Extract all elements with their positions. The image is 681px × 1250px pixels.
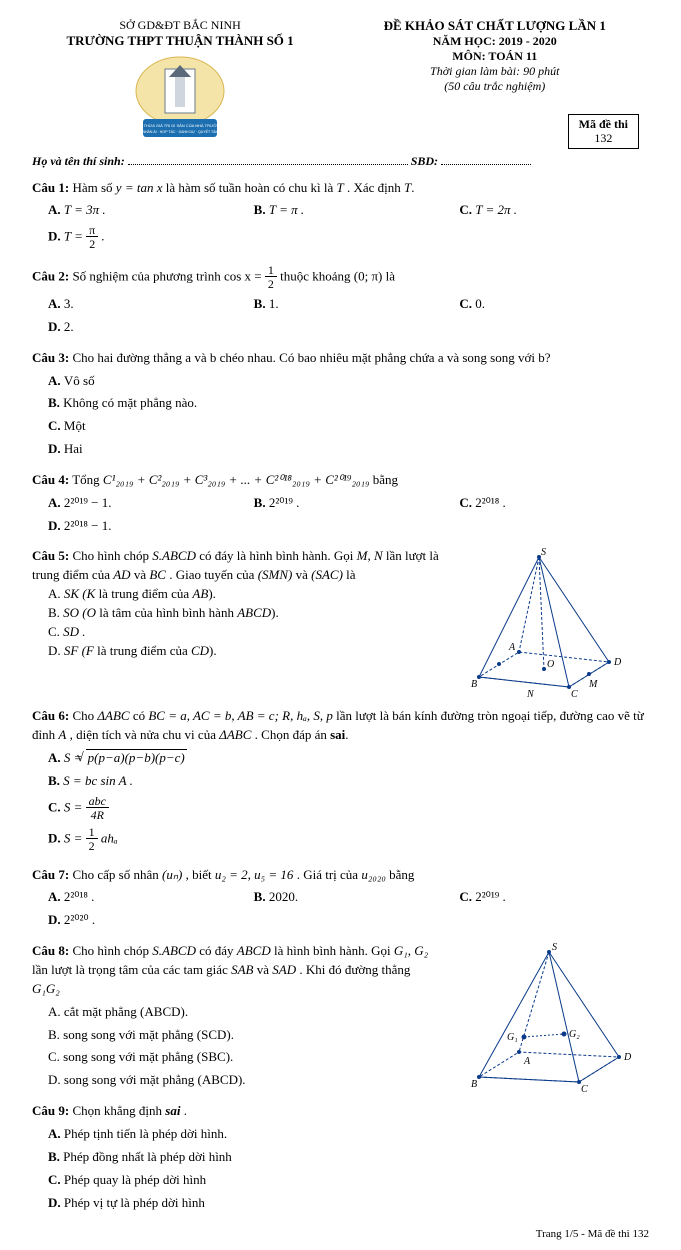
q6-choice-a: A. S = √ p(p−a)(p−b)(p−c) bbox=[32, 747, 649, 770]
q5-diagram: S A B C D M N O bbox=[449, 547, 649, 697]
q8-diagram: S A B C D G₁ G₂ bbox=[449, 942, 649, 1092]
exam-code-box: Mã đề thi 132 bbox=[568, 114, 639, 149]
q5-choice-d: D. SF (F là trung điểm của CD). bbox=[32, 642, 439, 661]
svg-text:KẾ THỪA GIÁ TRỊ DI SẢN CỦA NHÀ: KẾ THỪA GIÁ TRỊ DI SẢN CỦA NHÀ TRƯỜNG bbox=[137, 123, 223, 128]
svg-text:M: M bbox=[588, 679, 598, 690]
exam-count: (50 câu trắc nghiệm) bbox=[341, 79, 650, 94]
q6-label: Câu 6: bbox=[32, 708, 69, 723]
q4-choice-c: C. 2²⁰¹⁸ . bbox=[443, 492, 649, 515]
q1-choice-b: B. T = π . bbox=[238, 199, 444, 222]
q9-choice-c: C. Phép quay là phép dời hình bbox=[32, 1169, 649, 1192]
question-9: Câu 9: Chọn khẳng định sai . A. Phép tịn… bbox=[32, 1102, 649, 1214]
q8-choice-a: A. cắt mặt phẳng (ABCD). bbox=[32, 1003, 439, 1022]
svg-text:B: B bbox=[471, 679, 477, 690]
sbd-field bbox=[441, 153, 531, 165]
q7-label: Câu 7: bbox=[32, 867, 69, 882]
q8-choice-b: B. song song với mặt phẳng (SCD). bbox=[32, 1026, 439, 1045]
svg-text:N: N bbox=[526, 689, 535, 697]
q4-choice-a: A. 2²⁰¹⁹ − 1. bbox=[32, 492, 238, 515]
q1-choice-c: C. T = 2π . bbox=[443, 199, 649, 222]
question-1: Câu 1: Hàm số y = tan x là hàm số tuần h… bbox=[32, 179, 649, 254]
q6-choice-d: D. S = 12 ahₐ bbox=[32, 824, 649, 855]
q5-choice-a: A. SK (K là trung điểm của AB). bbox=[32, 585, 439, 604]
q5-choice-b: B. SO (O là tâm của hình bình hành ABCD)… bbox=[32, 604, 439, 623]
q6-choice-c: C. S = abc4R bbox=[32, 793, 649, 824]
q6-choice-b: B. S = bc sin A . bbox=[32, 770, 649, 793]
q8-choice-c: C. song song với mặt phẳng (SBC). bbox=[32, 1048, 439, 1067]
q3-choice-c: C. Một bbox=[32, 415, 649, 438]
q2-choice-a: A. 3. bbox=[32, 293, 238, 316]
question-5: Câu 5: Cho hình chóp S.ABCD có đáy là hì… bbox=[32, 547, 649, 697]
q4-label: Câu 4: bbox=[32, 472, 69, 487]
exam-code-value: 132 bbox=[594, 131, 612, 145]
q4-choice-b: B. 2²⁰¹⁹ . bbox=[238, 492, 444, 515]
svg-text:S: S bbox=[541, 547, 546, 558]
q9-choice-d: D. Phép vị tự là phép dời hình bbox=[32, 1192, 649, 1215]
q4-choice-d: D. 2²⁰¹⁸ − 1. bbox=[32, 515, 649, 538]
svg-text:O: O bbox=[547, 659, 554, 670]
svg-text:B: B bbox=[471, 1079, 477, 1090]
question-3: Câu 3: Cho hai đường thẳng a và b chéo n… bbox=[32, 349, 649, 461]
svg-text:TRÁCH NHIỆM · NHÂN ÁI · HỢP TÁ: TRÁCH NHIỆM · NHÂN ÁI · HỢP TÁC · DANH D… bbox=[125, 129, 235, 134]
q9-choice-a: A. Phép tịnh tiến là phép dời hình. bbox=[32, 1123, 649, 1146]
svg-text:S: S bbox=[552, 942, 557, 953]
question-2: Câu 2: Số nghiệm của phương trình cos x … bbox=[32, 264, 649, 339]
student-name-field bbox=[128, 153, 408, 165]
q1-choice-a: A. T = 3π . bbox=[32, 199, 238, 222]
school-logo: KẾ THỪA GIÁ TRỊ DI SẢN CỦA NHÀ TRƯỜNG TR… bbox=[125, 55, 235, 143]
svg-text:A: A bbox=[508, 642, 516, 653]
question-7: Câu 7: Cho cấp số nhân (uₙ) , biết u₂ = … bbox=[32, 866, 649, 933]
q1-label: Câu 1: bbox=[32, 180, 69, 195]
svg-text:D: D bbox=[623, 1052, 632, 1063]
q5-choice-c: C. SD . bbox=[32, 623, 439, 642]
q3-choice-d: D. Hai bbox=[32, 438, 649, 461]
q3-choice-b: B. Không có mặt phẳng nào. bbox=[32, 392, 649, 415]
student-label: Họ và tên thí sinh: bbox=[32, 154, 125, 168]
q2-choice-d: D. 2. bbox=[32, 316, 649, 339]
question-6: Câu 6: Cho ΔABC có BC = a, AC = b, AB = … bbox=[32, 707, 649, 855]
exam-title: ĐỀ KHẢO SÁT CHẤT LƯỢNG LẦN 1 bbox=[341, 18, 650, 34]
q2-choice-b: B. 1. bbox=[238, 293, 444, 316]
exam-year: NĂM HỌC: 2019 - 2020 bbox=[341, 34, 650, 49]
svg-text:G₂: G₂ bbox=[569, 1029, 580, 1040]
q3-label: Câu 3: bbox=[32, 350, 69, 365]
svg-text:C: C bbox=[571, 689, 578, 697]
page-footer: Trang 1/5 - Mã đề thi 132 bbox=[32, 1228, 649, 1240]
q7-choice-d: D. 2²⁰²⁰ . bbox=[32, 909, 649, 932]
q8-label: Câu 8: bbox=[32, 943, 69, 958]
svg-text:A: A bbox=[523, 1056, 531, 1067]
svg-text:D: D bbox=[613, 657, 622, 668]
svg-text:C: C bbox=[581, 1084, 588, 1092]
q1-choice-d: D. T = π2 . bbox=[32, 222, 649, 253]
question-4: Câu 4: Tổng C¹₂₀₁₉ + C²₂₀₁₉ + C³₂₀₁₉ + .… bbox=[32, 471, 649, 538]
q2-label: Câu 2: bbox=[32, 268, 69, 283]
q9-label: Câu 9: bbox=[32, 1103, 69, 1118]
exam-subject: MÔN: TOÁN 11 bbox=[341, 49, 650, 64]
school-line: TRƯỜNG THPT THUẬN THÀNH SỐ 1 bbox=[32, 33, 328, 49]
sbd-label: SBD: bbox=[411, 154, 438, 168]
q3-choice-a: A. Vô số bbox=[32, 370, 649, 393]
q9-choice-b: B. Phép đồng nhất là phép dời hình bbox=[32, 1146, 649, 1169]
q5-label: Câu 5: bbox=[32, 548, 69, 563]
svg-text:G₁: G₁ bbox=[507, 1032, 518, 1043]
q8-choice-d: D. song song với mặt phẳng (ABCD). bbox=[32, 1071, 439, 1090]
question-8: Câu 8: Cho hình chóp S.ABCD có đáy ABCD … bbox=[32, 942, 649, 1092]
q2-choice-c: C. 0. bbox=[443, 293, 649, 316]
exam-duration: Thời gian làm bài: 90 phút bbox=[341, 64, 650, 79]
dept-line: SỞ GD&ĐT BẮC NINH bbox=[32, 18, 328, 33]
exam-code-label: Mã đề thi bbox=[579, 117, 628, 131]
